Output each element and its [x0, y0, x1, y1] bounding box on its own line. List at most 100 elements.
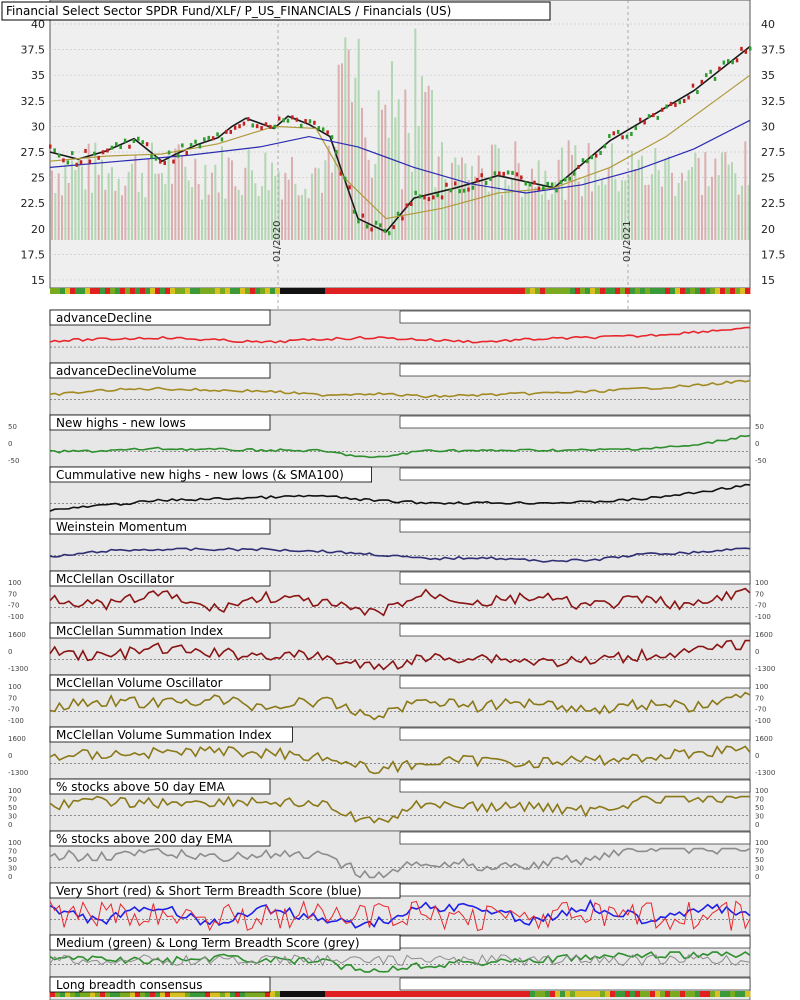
consensus-strip	[385, 288, 391, 294]
long-consensus-strip	[650, 991, 656, 997]
candle	[511, 170, 514, 175]
consensus-strip	[675, 288, 681, 294]
panel-tick-left: 100	[8, 787, 21, 795]
candle	[652, 113, 655, 118]
panel-tick-left: 70	[8, 848, 17, 856]
consensus-strip	[390, 288, 396, 294]
long-consensus-strip	[155, 991, 161, 997]
consensus-strip	[355, 288, 361, 294]
volume-bar	[617, 191, 620, 240]
candle	[726, 59, 730, 64]
volume-bar	[237, 189, 240, 240]
volume-bar	[547, 199, 550, 240]
consensus-strip	[520, 288, 526, 294]
volume-bar	[104, 189, 107, 240]
candle	[414, 190, 417, 195]
long-consensus-strip	[310, 991, 316, 997]
long-consensus-strip	[350, 991, 356, 997]
volume-bar	[521, 196, 523, 240]
long-consensus-strip	[515, 991, 521, 997]
consensus-strip	[315, 288, 321, 294]
consensus-strip	[725, 288, 731, 294]
candle	[357, 219, 360, 224]
panel-tick-right: -100	[755, 613, 771, 621]
volume-bar	[544, 170, 547, 240]
volume-bar	[491, 144, 493, 240]
panel-title-tab	[399, 727, 751, 741]
long-consensus-strip	[605, 991, 611, 997]
volume-bar	[717, 175, 720, 240]
consensus-strip	[310, 288, 316, 294]
candle	[440, 195, 444, 200]
panel-tick-left: 30	[8, 865, 17, 873]
consensus-strip	[60, 288, 66, 294]
volume-bar	[121, 195, 123, 240]
volume-bar	[511, 178, 513, 240]
candle	[75, 162, 78, 167]
volume-bar	[591, 191, 593, 240]
long-consensus-strip	[740, 991, 746, 997]
sma-50-line	[49, 74, 751, 220]
long-consensus-strip	[80, 991, 86, 997]
long-consensus-strip	[575, 991, 581, 997]
candle	[550, 182, 554, 187]
candle	[277, 116, 281, 121]
long-consensus-strip	[525, 991, 531, 997]
panel-tick-right: -70	[755, 706, 766, 714]
candle	[132, 138, 136, 143]
panel-title-tab	[399, 675, 751, 689]
volume-bar	[604, 184, 607, 240]
candle	[49, 144, 52, 149]
panel-title: McClellan Summation Index	[56, 624, 223, 638]
consensus-strip	[210, 288, 216, 294]
consensus-strip	[685, 288, 691, 294]
panel-tick-right: 30	[755, 813, 764, 821]
panel-title-box	[49, 934, 401, 951]
consensus-strip	[530, 288, 536, 294]
consensus-strip	[580, 288, 586, 294]
long-consensus-strip	[160, 991, 166, 997]
panel-tick-right: 50	[755, 856, 764, 864]
candle	[718, 66, 721, 71]
volume-bar	[327, 145, 330, 240]
candle	[106, 148, 109, 153]
panel-title-tab	[399, 519, 751, 533]
consensus-strip	[190, 288, 196, 294]
long-consensus-strip	[405, 991, 411, 997]
long-consensus-strip	[75, 991, 81, 997]
panel-title: New highs - new lows	[56, 416, 186, 430]
panel-tick-left: -50	[8, 457, 19, 465]
volume-bar	[144, 197, 147, 240]
candle	[577, 164, 580, 169]
candle	[172, 159, 175, 164]
consensus-strip	[525, 288, 531, 294]
volume-bar	[504, 179, 507, 240]
long-consensus-strip	[175, 991, 181, 997]
volume-bar	[204, 164, 207, 240]
panel-title-tab	[399, 415, 751, 429]
y-tick-label-right: 37.5	[761, 44, 786, 57]
consensus-strip	[180, 288, 186, 294]
panel-tick-right: 100	[755, 839, 768, 847]
panel-tick-left: -70	[8, 602, 19, 610]
candle	[445, 182, 448, 187]
consensus-strip	[260, 288, 266, 294]
long-consensus-strip	[645, 991, 651, 997]
long-consensus-strip	[330, 991, 336, 997]
consensus-strip	[585, 288, 591, 294]
long-consensus-strip	[305, 991, 311, 997]
y-tick-label-right: 22.5	[761, 197, 786, 210]
panel-tick-left: -100	[8, 717, 24, 725]
y-tick-label-left: 22.5	[21, 197, 46, 210]
volume-bar	[584, 177, 587, 240]
volume-bar	[481, 168, 483, 240]
consensus-strip	[460, 288, 466, 294]
volume-bar	[597, 185, 600, 240]
indicator-line	[49, 326, 750, 344]
volume-bar	[331, 172, 333, 240]
candle	[396, 211, 400, 216]
candle	[410, 202, 413, 207]
volume-bar	[127, 171, 130, 240]
consensus-strip	[625, 288, 631, 294]
panel-title-tab	[399, 831, 751, 845]
